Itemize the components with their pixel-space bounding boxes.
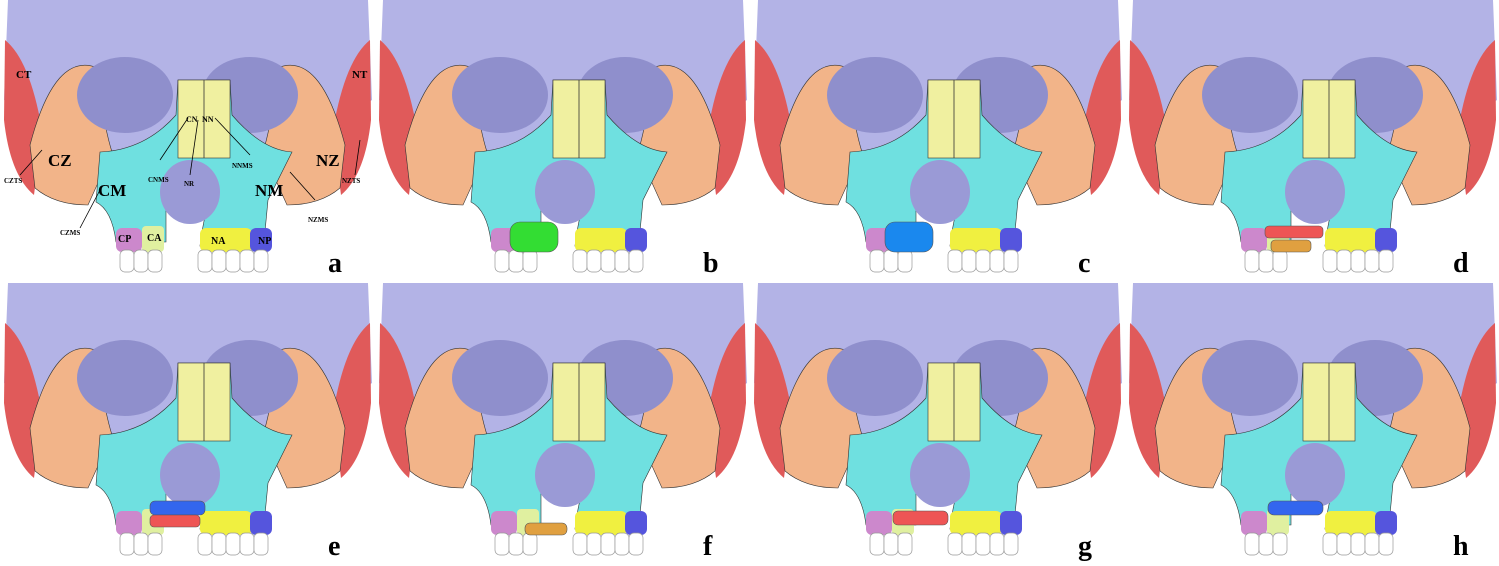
region-label: NN — [202, 115, 214, 124]
region-label: CN — [186, 115, 198, 124]
defect-insert — [525, 523, 567, 535]
defect-insert — [893, 511, 948, 525]
region-label: CZTS — [4, 177, 22, 185]
defect-insert — [1268, 501, 1323, 515]
panel-label: e — [328, 531, 340, 562]
region-label: CZMS — [60, 229, 80, 237]
panels: a b c d e f g h CT NT CZ NZ CM NM CN NN CNMS NNMS NR CZTS NZ… — [4, 0, 1497, 562]
panel: a — [4, 0, 372, 279]
defect-insert — [150, 501, 205, 515]
panel: c — [754, 0, 1122, 279]
panel: e — [4, 283, 372, 562]
region-label: NZMS — [308, 216, 328, 224]
region-label: NZ — [316, 151, 340, 170]
region-label: NA — [211, 236, 226, 247]
defect-insert — [150, 515, 200, 527]
figure: a b c d e f g h CT NT CZ NZ CM NM CN NN CNMS NNMS NR CZTS NZ… — [0, 0, 1499, 566]
region-label: CZ — [48, 151, 72, 170]
panel-label: a — [328, 248, 342, 279]
region-label: CM — [98, 181, 126, 200]
panel: f — [379, 283, 747, 562]
defect-insert — [1265, 226, 1323, 238]
skull-render — [754, 0, 1122, 272]
defect-insert — [1271, 240, 1311, 252]
panel: h — [1129, 283, 1497, 562]
defect-insert — [510, 222, 558, 252]
region-label: NM — [255, 181, 283, 200]
panel-label: d — [1453, 248, 1469, 279]
skull-render — [379, 283, 747, 555]
panel-label: c — [1078, 248, 1090, 279]
panel: b — [379, 0, 747, 279]
region-label: NT — [352, 69, 368, 81]
region-label: NP — [258, 236, 271, 247]
defect-insert — [885, 222, 933, 252]
region-label: CNMS — [148, 176, 169, 184]
panel-label: f — [703, 531, 713, 562]
region-label: CT — [16, 69, 32, 81]
region-label: NNMS — [232, 162, 253, 170]
region-label: CP — [118, 234, 131, 245]
panel-label: b — [703, 248, 719, 279]
skull-render — [379, 0, 747, 272]
panel-label: h — [1453, 531, 1469, 562]
region-label: NZTS — [342, 177, 360, 185]
region-label: CA — [147, 233, 162, 244]
panel: d — [1129, 0, 1497, 279]
panel-label: g — [1078, 531, 1092, 562]
panel: g — [754, 283, 1122, 562]
region-label: NR — [184, 180, 195, 188]
